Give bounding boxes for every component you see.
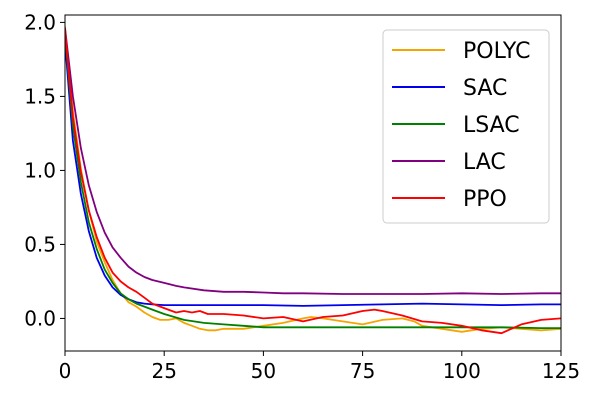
legend-label-lsac: LSAC <box>463 113 520 138</box>
y-tick-label: 1.0 <box>24 158 56 182</box>
y-tick-label: 1.5 <box>24 84 56 108</box>
x-tick-label: 75 <box>350 359 375 383</box>
ticks-layer: 0 25 50 75 100 125 0.0 0.5 1.0 1.5 2.0 <box>24 10 580 383</box>
legend-label-sac: SAC <box>463 76 507 101</box>
x-tick-label: 100 <box>443 359 481 383</box>
legend-label-ppo: PPO <box>463 187 507 212</box>
y-tick-label: 0.0 <box>24 306 56 330</box>
series-layer <box>65 25 561 335</box>
legend-label-lac: LAC <box>463 150 506 175</box>
series-line-lsac <box>65 31 561 330</box>
x-tick-label: 125 <box>542 359 580 383</box>
plot-frame <box>64 14 562 352</box>
series-line-sac <box>65 40 561 307</box>
x-tick-label: 0 <box>59 359 72 383</box>
legend: POLYC SAC LSAC LAC PPO <box>382 29 550 224</box>
x-tick-label: 25 <box>151 359 176 383</box>
series-line-lac <box>65 27 561 295</box>
legend-label-polyc: POLYC <box>463 39 531 64</box>
legend-box <box>382 29 550 224</box>
y-tick-label: 0.5 <box>24 232 56 256</box>
series-line-ppo <box>65 28 561 335</box>
x-tick-label: 50 <box>251 359 276 383</box>
y-tick-label: 2.0 <box>24 10 56 34</box>
